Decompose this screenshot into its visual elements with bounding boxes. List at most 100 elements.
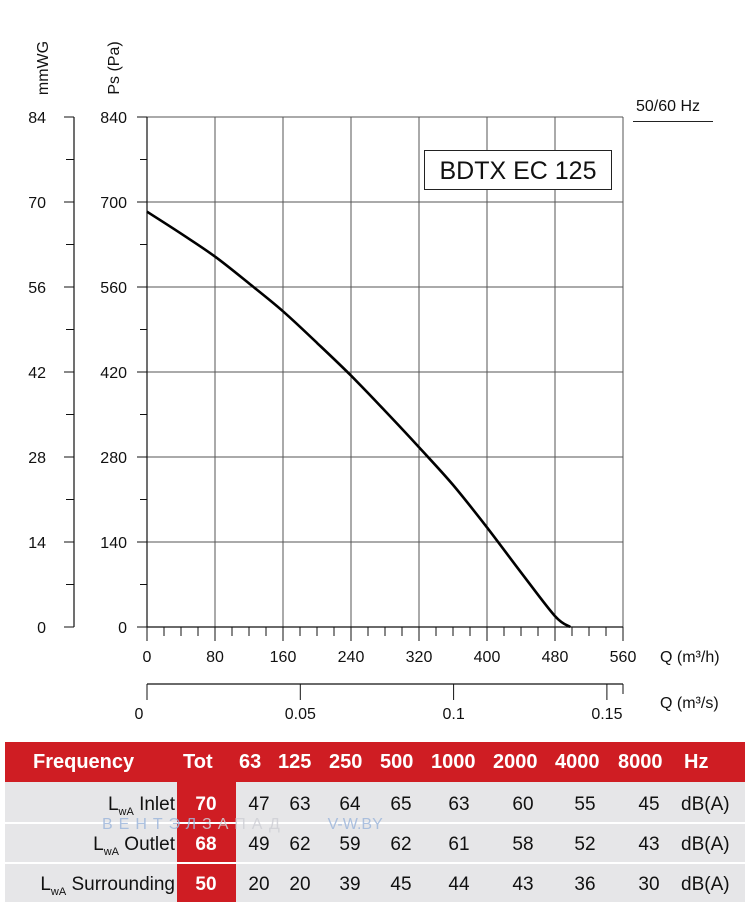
mmwg-tick-label: 70 <box>28 195 46 212</box>
m3s-tick-label: 0.15 <box>591 706 622 723</box>
mmwg-tick-label: 14 <box>28 535 46 552</box>
chart-title: BDTX EC 125 <box>424 150 612 190</box>
fan-curve-line <box>146 210 572 629</box>
m3h-tick-label: 560 <box>610 649 637 666</box>
band-value: 45 <box>390 874 412 895</box>
band-value: 62 <box>390 834 412 855</box>
band-value: 47 <box>248 794 270 815</box>
band-value: 61 <box>448 834 470 855</box>
table-header: Frequency Tot 63 125 250 500 1000 2000 4… <box>5 742 745 782</box>
watermark-text-3: V-W.BY <box>327 816 383 833</box>
pa-tick-label: 280 <box>100 450 127 467</box>
mmwg-tick-label: 0 <box>37 620 46 637</box>
band-value: 30 <box>638 874 660 895</box>
pa-axis-label: Ps (Pa) <box>106 41 123 94</box>
chart-grid <box>147 116 624 627</box>
band-value: 60 <box>512 794 534 815</box>
header-band-500: 500 <box>380 751 414 773</box>
tot-value: 68 <box>195 834 217 855</box>
watermark-text-2: ЗАПАД <box>202 816 286 833</box>
m3h-tick-label: 320 <box>406 649 433 666</box>
mmwg-tick-label: 84 <box>28 110 46 127</box>
row-label: LwA Outlet <box>93 834 175 858</box>
row-unit: dB(A) <box>681 874 730 895</box>
watermark: ВЕНТЭЛЗАПАД V-W.BY <box>102 816 383 834</box>
header-band-250: 250 <box>329 751 363 773</box>
mmwg-axis-label: mmWG <box>35 41 52 95</box>
m3h-tick-label: 480 <box>542 649 569 666</box>
band-value: 20 <box>289 874 311 895</box>
row-divider <box>5 822 745 824</box>
row-unit: dB(A) <box>681 834 730 855</box>
pa-tick-label: 700 <box>100 195 127 212</box>
header-band-63: 63 <box>239 751 262 773</box>
row-label-subscript: wA <box>50 885 67 898</box>
mmwg-tick-label: 42 <box>28 365 46 382</box>
row-label-text: Surrounding <box>66 874 175 895</box>
table-row: LwA Surrounding 50 20 20 39 45 44 43 36 30 dB(A) <box>5 866 745 904</box>
curve-layer <box>146 210 572 629</box>
tot-column <box>177 782 236 902</box>
band-value: 49 <box>248 834 270 855</box>
m3s-tick-label: 0.05 <box>285 706 316 723</box>
band-value: 55 <box>574 794 596 815</box>
band-value: 39 <box>339 874 361 895</box>
row-label-text: Inlet <box>133 794 175 815</box>
band-value: 45 <box>638 794 660 815</box>
header-band-4000: 4000 <box>555 751 600 773</box>
band-value: 44 <box>448 874 470 895</box>
m3h-tick-label: 240 <box>338 649 365 666</box>
m3h-tick-label: 80 <box>206 649 224 666</box>
header-band-125: 125 <box>278 751 312 773</box>
row-label-main: L <box>93 834 104 855</box>
pa-tick-label: 560 <box>100 280 127 297</box>
mmwg-tick-label: 28 <box>28 450 46 467</box>
tot-value: 70 <box>195 794 217 815</box>
m3h-tick-label: 400 <box>474 649 501 666</box>
band-value: 59 <box>339 834 361 855</box>
row-unit: dB(A) <box>681 794 730 815</box>
pa-tick-label: 0 <box>118 620 127 637</box>
m3h-tick-label: 160 <box>270 649 297 666</box>
m3s-tick-label: 0 <box>135 706 144 723</box>
band-value: 63 <box>289 794 311 815</box>
m3h-tick-label: 0 <box>143 649 152 666</box>
table-row: LwA Outlet 68 49 62 59 62 61 58 52 43 dB(A) <box>5 826 745 864</box>
band-value: 43 <box>638 834 660 855</box>
sound-power-table: Frequency Tot 63 125 250 500 1000 2000 4… <box>5 742 745 902</box>
row-label: LwA Surrounding <box>40 874 175 898</box>
row-label: LwA Inlet <box>108 794 175 818</box>
band-value: 65 <box>390 794 412 815</box>
band-value: 36 <box>574 874 596 895</box>
pa-tick-label: 140 <box>100 535 127 552</box>
m3s-axis-label: Q (m³/s) <box>660 695 719 712</box>
m3s-tick-label: 0.1 <box>442 706 464 723</box>
row-divider <box>5 862 745 864</box>
watermark-text-1: ВЕНТЭЛ <box>102 816 203 833</box>
band-value: 64 <box>339 794 361 815</box>
row-label-main: L <box>40 874 51 895</box>
header-frequency: Frequency <box>33 751 135 773</box>
table-row: LwA Inlet 70 47 63 64 65 63 60 55 45 dB(A) <box>5 786 745 824</box>
header-band-8000: 8000 <box>618 751 663 773</box>
frequency-note-underline <box>633 121 713 122</box>
header-tot: Tot <box>183 751 213 773</box>
row-label-main: L <box>107 794 119 815</box>
pa-tick-label: 840 <box>100 110 127 127</box>
band-value: 20 <box>248 874 270 895</box>
frequency-note: 50/60 Hz <box>636 98 701 115</box>
tot-value: 50 <box>195 874 217 895</box>
band-value: 63 <box>448 794 470 815</box>
m3h-axis-label: Q (m³/h) <box>660 649 720 666</box>
row-label-text: Outlet <box>119 834 175 855</box>
band-value: 62 <box>289 834 311 855</box>
band-value: 43 <box>512 874 534 895</box>
band-value: 52 <box>574 834 596 855</box>
band-value: 58 <box>512 834 534 855</box>
pa-tick-label: 420 <box>100 365 127 382</box>
row-label-subscript: wA <box>118 805 134 818</box>
row-label-subscript: wA <box>103 845 120 858</box>
header-unit: Hz <box>684 751 709 773</box>
